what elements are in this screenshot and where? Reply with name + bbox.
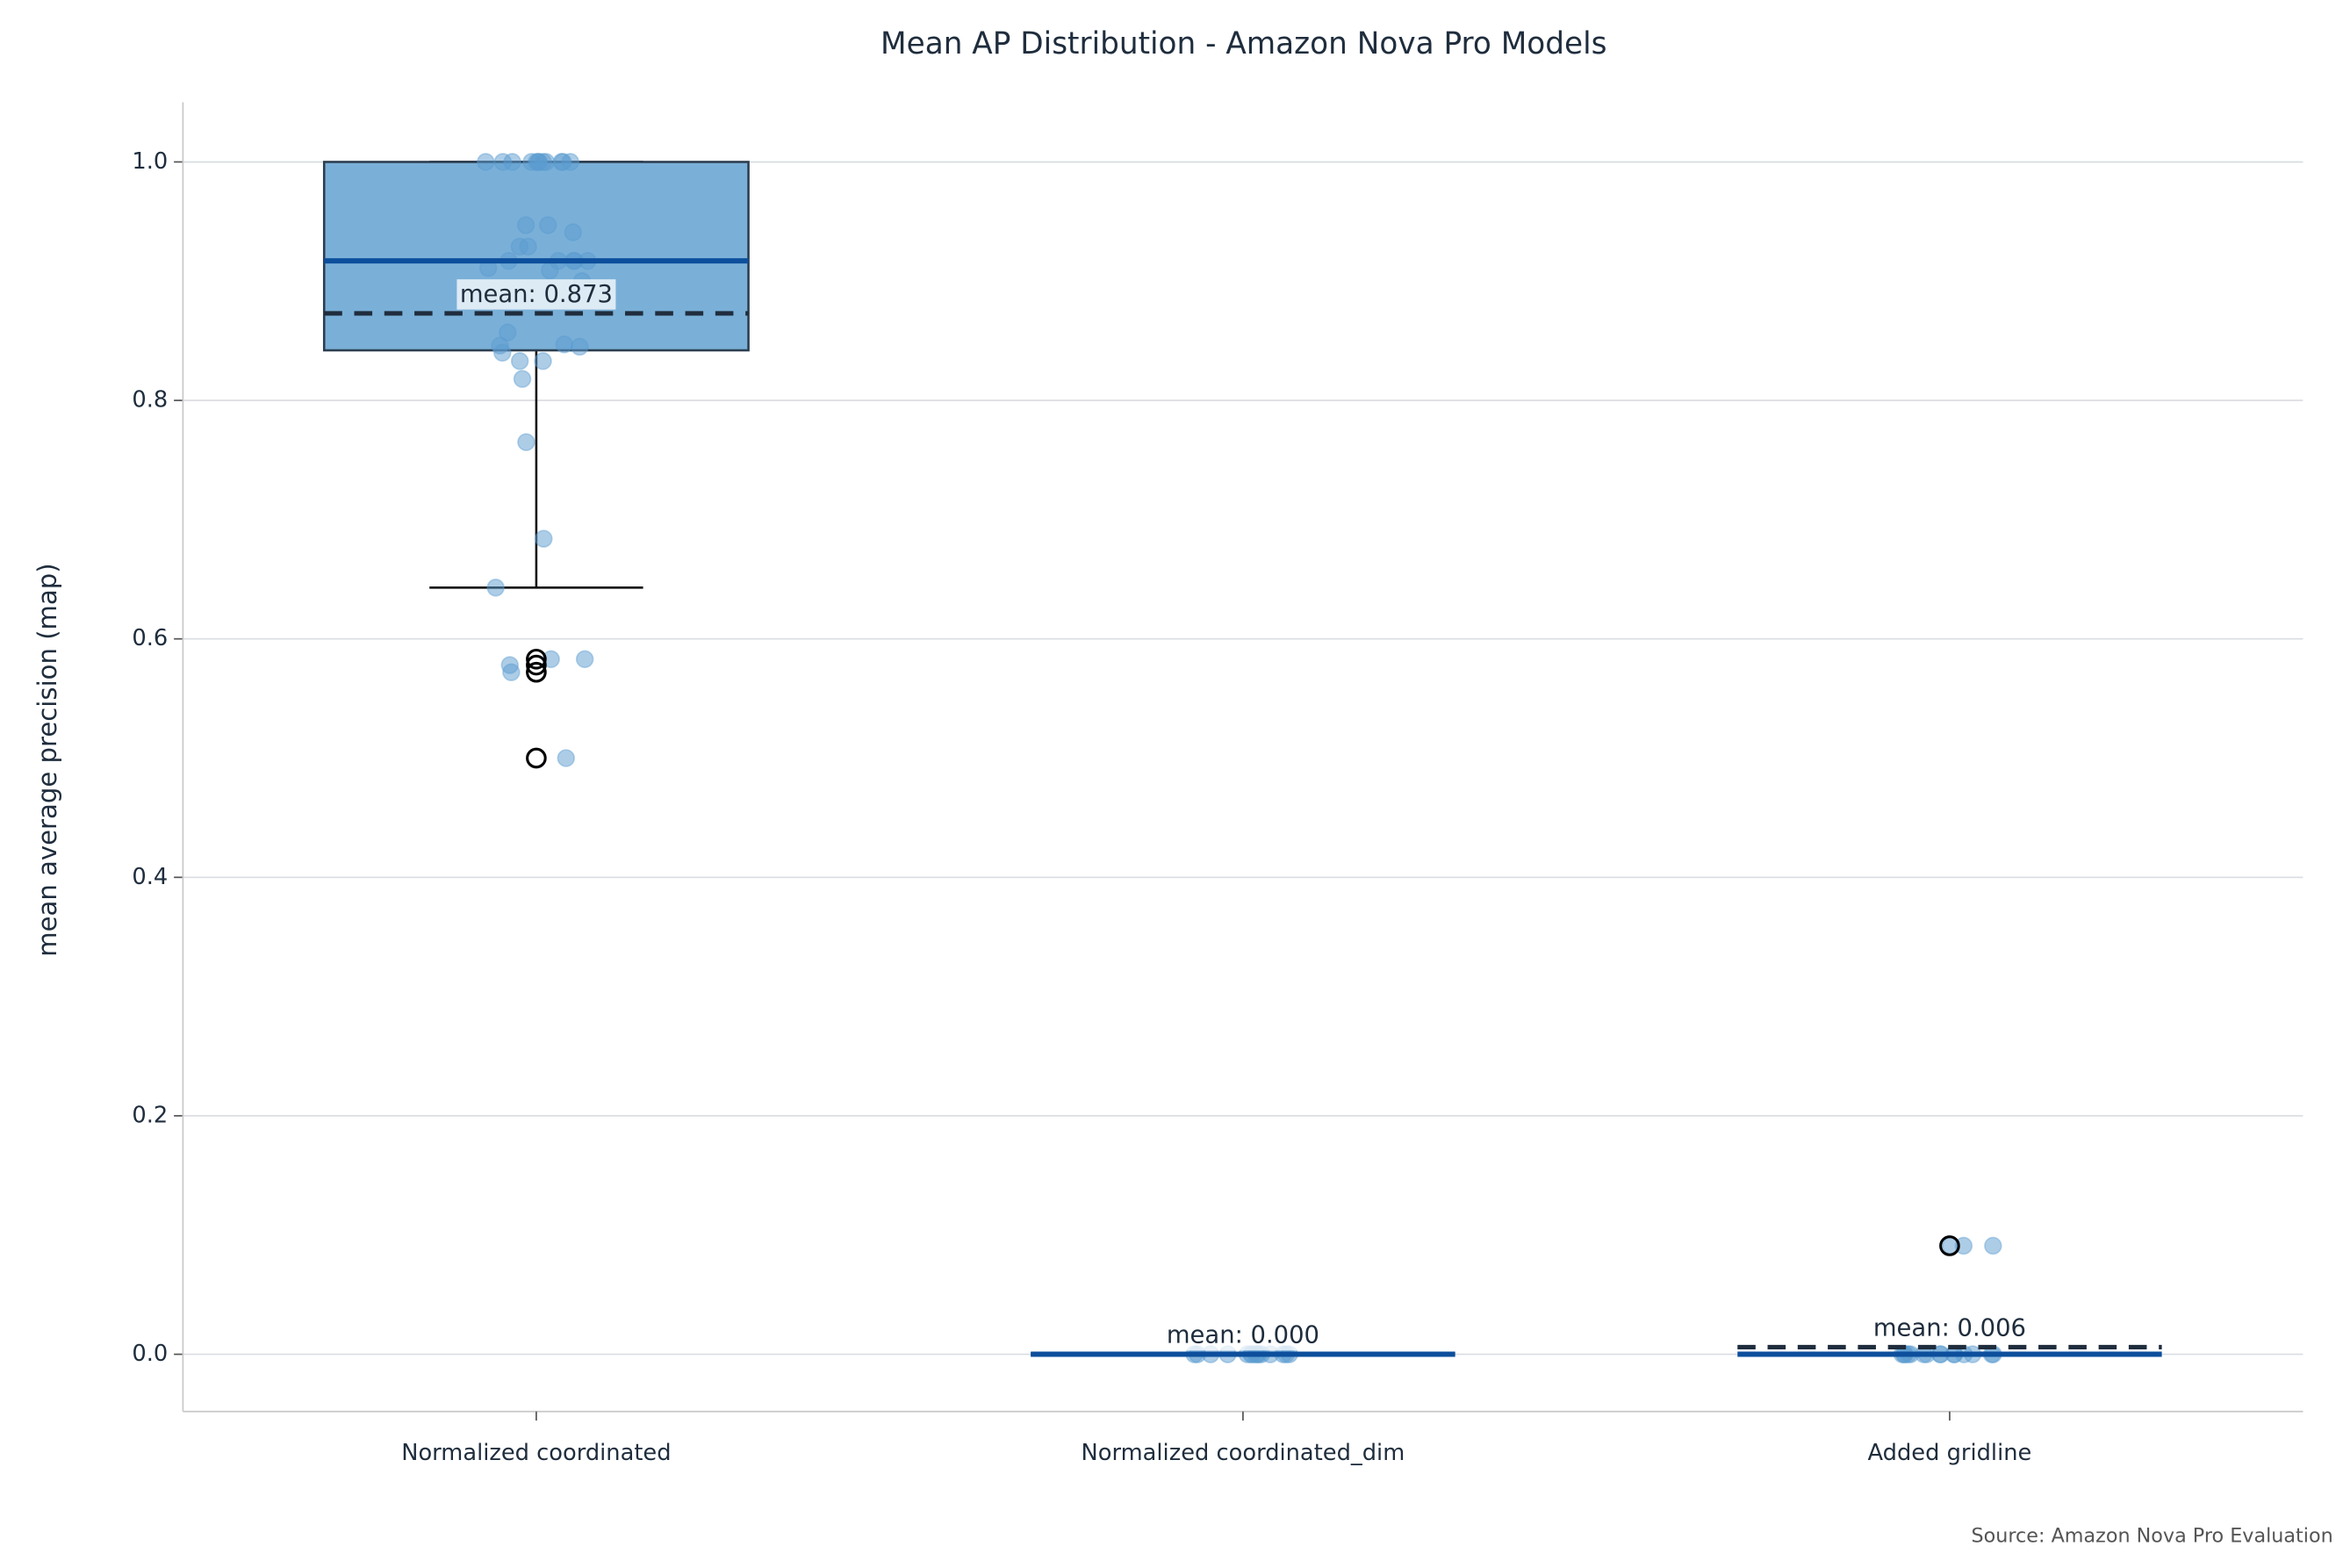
- data-point: [555, 334, 574, 354]
- y-tick-label: 0.6: [132, 625, 168, 651]
- y-axis-label: mean average precision (map): [32, 563, 62, 956]
- data-point: [519, 237, 537, 256]
- data-point: [477, 153, 495, 171]
- outlier: [526, 654, 547, 676]
- data-point: [538, 216, 557, 234]
- mean-label: mean: 0.000: [1167, 1321, 1319, 1349]
- data-point: [536, 153, 556, 171]
- data-point: [492, 343, 512, 363]
- data-point: [575, 650, 594, 669]
- data-point: [571, 337, 589, 356]
- data-point: [517, 433, 535, 451]
- x-tick-label: Added gridline: [1868, 1440, 2032, 1466]
- outlier: [526, 661, 547, 683]
- chart-title: Mean AP Distribution - Amazon Nova Pro M…: [880, 26, 1606, 61]
- y-tick-label: 0.2: [132, 1102, 168, 1128]
- outlier: [526, 747, 547, 769]
- y-tick-label: 1.0: [132, 148, 168, 175]
- data-point: [486, 579, 505, 597]
- data-point: [516, 216, 535, 234]
- source-note: Source: Amazon Nova Pro Evaluation: [1972, 1525, 2333, 1548]
- y-tick-label: 0.0: [132, 1341, 168, 1367]
- y-tick-label: 0.8: [132, 387, 168, 414]
- data-point: [557, 749, 576, 767]
- data-point: [502, 663, 521, 682]
- data-point: [564, 223, 583, 241]
- outlier: [526, 648, 547, 670]
- y-tick-label: 0.4: [132, 864, 168, 890]
- x-tick-label: Normalized coordinated: [401, 1440, 671, 1466]
- data-point: [503, 153, 521, 171]
- mean-label: mean: 0.873: [460, 281, 613, 308]
- data-point: [513, 370, 532, 388]
- data-point: [553, 153, 572, 171]
- data-point: [1984, 1236, 2002, 1255]
- mean-label-bg: [456, 279, 616, 310]
- data-point: [499, 323, 517, 342]
- data-point: [540, 261, 559, 280]
- data-point: [510, 351, 529, 370]
- x-tick-label: Normalized coordinated_dim: [1082, 1440, 1405, 1466]
- mean-label-bg: [1870, 1313, 2030, 1344]
- mean-label-bg: [1163, 1320, 1323, 1351]
- data-point: [535, 529, 553, 548]
- box: [322, 161, 750, 352]
- outlier: [1939, 1235, 1960, 1256]
- data-point: [534, 351, 552, 370]
- mean-label: mean: 0.006: [1873, 1314, 2026, 1341]
